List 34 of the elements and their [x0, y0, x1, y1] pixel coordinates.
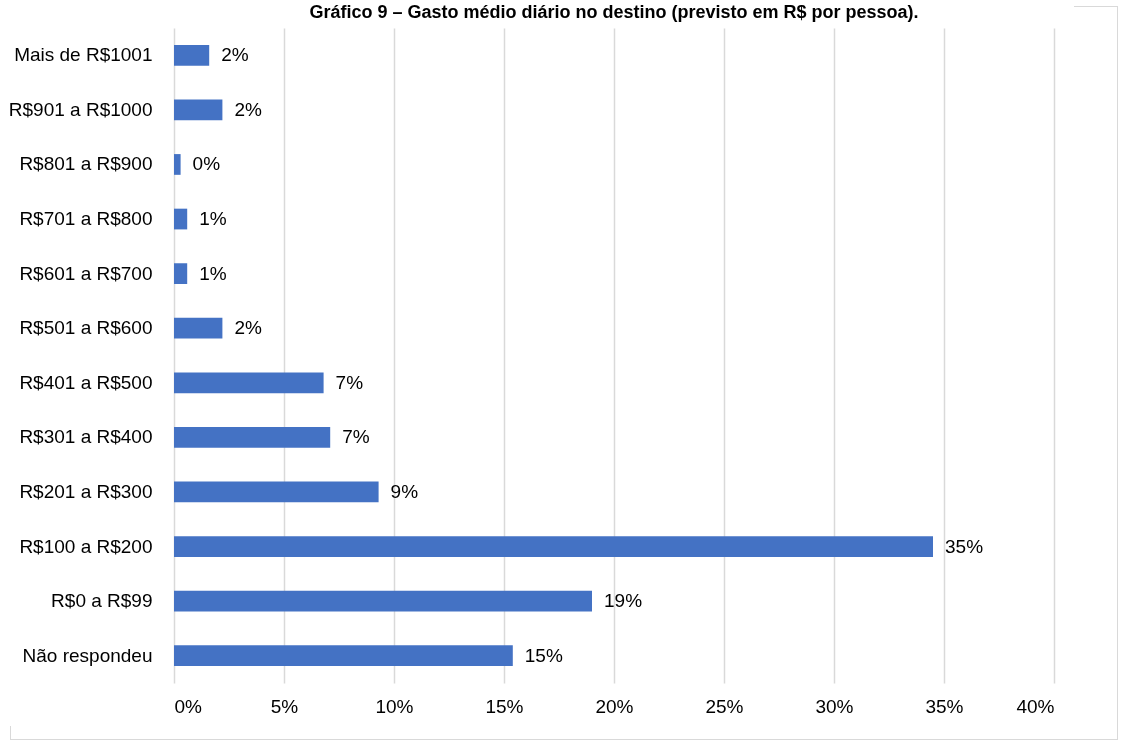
y-tick-label: R$501 a R$600: [19, 317, 153, 339]
data-label: 7%: [335, 371, 364, 393]
y-tick-label: R$601 a R$700: [19, 262, 153, 284]
x-tick-label: 15%: [485, 695, 524, 717]
data-label: 2%: [221, 44, 249, 66]
data-label: 1%: [199, 262, 227, 284]
data-label: 19%: [604, 590, 643, 612]
data-label: 15%: [524, 644, 563, 666]
x-tick-label: 0%: [174, 695, 203, 717]
x-tick-label: 40%: [1016, 695, 1055, 717]
y-tick-label: R$701 a R$800: [19, 208, 153, 230]
y-tick-label: R$401 a R$500: [19, 371, 153, 393]
chart-title: Gráfico 9 – Gasto médio diário no destino (previsto em R$ por pessoa).: [309, 2, 919, 22]
data-label: 9%: [390, 480, 419, 502]
data-label: 2%: [234, 98, 262, 120]
y-tick-label: Não respondeu: [22, 644, 153, 666]
y-tick-label: R$801 a R$900: [19, 153, 153, 175]
y-tick-label: R$901 a R$1000: [8, 98, 153, 120]
x-tick-label: 25%: [705, 695, 744, 717]
y-tick-label: R$0 a R$99: [51, 590, 153, 612]
data-label: 7%: [342, 426, 370, 448]
data-label: 35%: [945, 535, 984, 557]
y-tick-label: R$100 a R$200: [19, 535, 153, 557]
x-tick-label: 10%: [375, 695, 414, 717]
x-tick-label: 20%: [595, 695, 634, 717]
y-tick-label: R$201 a R$300: [19, 480, 153, 502]
x-tick-label: 5%: [270, 695, 299, 717]
y-tick-label: Mais de R$1001: [14, 44, 153, 66]
y-tick-label: R$301 a R$400: [19, 426, 153, 448]
data-label: 2%: [234, 317, 262, 339]
x-tick-label: 35%: [925, 695, 964, 717]
data-label: 1%: [199, 208, 227, 230]
x-tick-label: 30%: [815, 695, 854, 717]
data-label: 0%: [192, 153, 221, 175]
